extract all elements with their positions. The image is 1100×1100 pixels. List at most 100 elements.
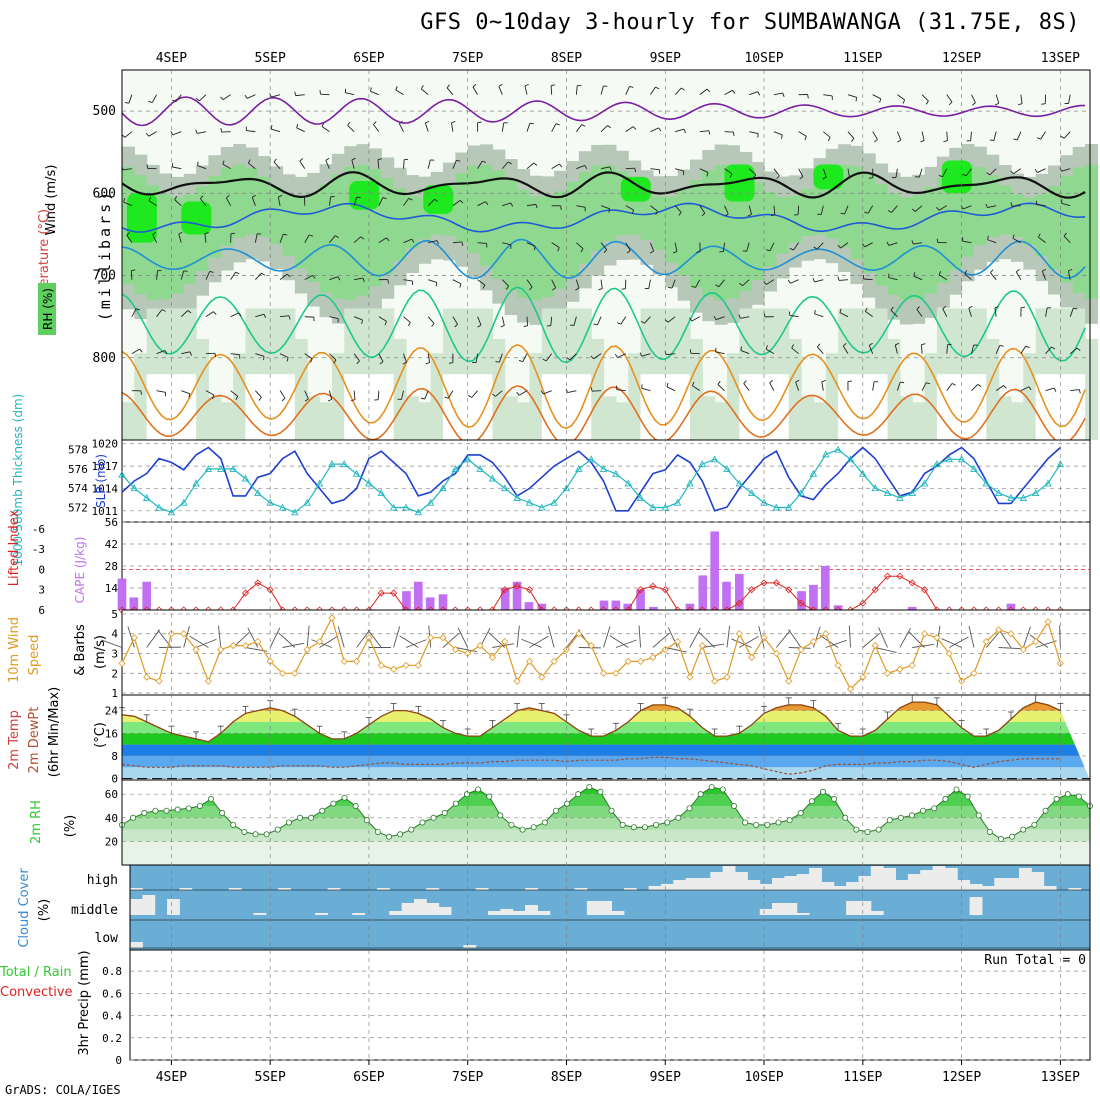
rh-point (363, 817, 370, 824)
li-point (513, 582, 521, 590)
wind-speed-point (797, 645, 805, 654)
rh-point (719, 786, 726, 793)
cape-bar (636, 589, 645, 610)
rh-tick-label: 20 (105, 835, 118, 848)
top-day-label: 6SEP (353, 51, 384, 66)
bottom-day-label: 13SEP (1041, 1070, 1080, 1085)
cloud-high-bar (1043, 886, 1057, 890)
wind-speed-point (439, 634, 447, 642)
thickness-point (982, 479, 991, 487)
wind-speed-point (822, 630, 830, 638)
cloud-high-bar (796, 874, 810, 890)
rh-point (1042, 807, 1049, 814)
rh-tick-label: 40 (105, 812, 118, 825)
rh-point (964, 793, 971, 800)
thickness-point (315, 479, 324, 487)
cape-bar (414, 581, 423, 610)
thickness-point (525, 498, 534, 506)
rh-point (419, 819, 426, 826)
cloud-middle-bar (599, 901, 613, 915)
cape-bar (623, 603, 633, 610)
wind-speed-point (711, 677, 719, 685)
thickness-point (426, 498, 435, 506)
cloud-middle-bar (389, 911, 403, 915)
bottom-day-label: 8SEP (551, 1070, 582, 1085)
thickness-point (204, 465, 213, 472)
temp-contour-5 (121, 202, 1086, 233)
rh-point (730, 802, 737, 809)
precip-tick-label: 0.4 (102, 1010, 122, 1023)
rh-point (831, 795, 838, 802)
wind-label-1: 10m Wind (7, 617, 22, 683)
thickness-point (451, 465, 460, 472)
pressure-tick-label: 800 (93, 351, 116, 366)
precip-tick-label: 0 (115, 1054, 122, 1067)
cloud-high-bar (735, 872, 748, 890)
rh-point (764, 821, 771, 828)
cape-bar (809, 584, 818, 610)
thickness-point (550, 498, 558, 506)
temp-unit-label: (°C) (93, 722, 108, 748)
upper-ylabel-rh: RH (%) (41, 288, 55, 330)
cape-bar (425, 597, 435, 610)
thickness-point (402, 503, 410, 511)
thickness-point (142, 493, 151, 501)
cape-bar (599, 600, 609, 610)
cloud-unit-label: (%) (37, 899, 52, 922)
cloud-high-bar (673, 880, 687, 890)
wind-speed-point (488, 653, 496, 662)
rh-point (530, 824, 537, 831)
rh-point (853, 826, 860, 833)
temp-tick-label: 16 (105, 727, 118, 740)
cloud-high-bar (772, 878, 785, 890)
thickness-line (121, 448, 1061, 514)
rh-point (297, 814, 304, 821)
wind-speed-point (920, 630, 929, 638)
bottom-day-label: 4SEP (156, 1070, 187, 1085)
thickness-point (859, 469, 867, 477)
rh-point (575, 791, 582, 798)
wind-speed-point (772, 649, 780, 658)
rh-point (285, 819, 292, 826)
rh-point (252, 831, 259, 838)
thickness-point (365, 479, 373, 487)
cloud-middle-bar (500, 909, 514, 915)
temp-label-3: (6hr Min/Max) (47, 687, 62, 777)
temp-tick-label: 24 (105, 705, 119, 718)
thickness-point (1007, 493, 1015, 501)
rh-point (619, 821, 626, 828)
thickness-point (192, 479, 200, 487)
cloud-high-bar (846, 882, 859, 890)
wind-speed-point (933, 634, 941, 642)
thickness-point (118, 470, 126, 478)
cape-bar (142, 581, 152, 610)
cloud-high-bar (376, 888, 390, 890)
cape-bar (500, 588, 510, 610)
thickness-point (352, 469, 361, 477)
cape-bar (524, 602, 534, 610)
wind-speed-point (130, 634, 138, 642)
cape-tick-label: 56 (105, 516, 118, 529)
cloud-high-bar (1006, 878, 1020, 890)
upper-ylabel-millibars: (millibars) (96, 189, 114, 321)
cloud-high-bar (426, 888, 440, 890)
rh-axis-label: 2m RH (29, 800, 44, 844)
temp-tick-label: 0 (111, 773, 118, 786)
rh-point (174, 806, 181, 813)
rh-point (842, 814, 849, 821)
wind-speed-point (748, 653, 756, 662)
thickness-point (822, 450, 830, 458)
slp-axis-label: SLP (mb) (94, 454, 108, 508)
li-point (883, 572, 892, 580)
thickness-point (599, 465, 608, 472)
cape-bar (611, 600, 621, 610)
cloud-middle-bar (611, 911, 625, 915)
precip-tick-label: 0.2 (102, 1032, 122, 1045)
li-point (377, 589, 385, 597)
temp-band (122, 755, 1090, 768)
rh-point (397, 831, 404, 838)
top-day-label: 5SEP (255, 51, 286, 66)
thickness-point (229, 465, 237, 472)
wind-speed-point (291, 669, 299, 677)
